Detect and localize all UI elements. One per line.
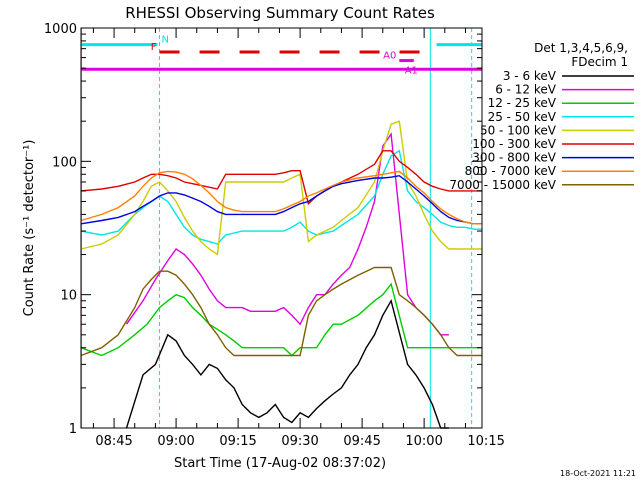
plot-frame <box>80 27 483 429</box>
x-tick-label-3: 09:30 <box>281 434 318 449</box>
y-axis-label: Count Rate (s⁻¹ detector⁻¹) <box>22 140 37 317</box>
series-line-1 <box>125 132 449 336</box>
legend-label-6: 300 - 800 keV <box>472 151 556 165</box>
legend-label-8: 7000 - 15000 keV <box>449 178 556 192</box>
x-tick-label-4: 09:45 <box>343 434 380 449</box>
legend-label-0: 3 - 6 keV <box>503 69 557 83</box>
legend-header-line-2: FDecim 1 <box>571 55 628 69</box>
x-tick-label-2: 09:15 <box>219 434 256 449</box>
x-tick-label-1: 09:00 <box>157 434 194 449</box>
series-line-2 <box>80 282 482 357</box>
legend-label-1: 6 - 12 keV <box>495 83 557 97</box>
flag-label-2: A0 <box>383 51 396 62</box>
y-tick-label-0: 1 <box>69 422 77 437</box>
series-line-6 <box>80 174 482 225</box>
x-axis-label: Start Time (17-Aug-02 08:37:02) <box>174 456 386 471</box>
series-line-7 <box>80 170 482 225</box>
legend-label-3: 25 - 50 keV <box>488 110 557 124</box>
series-line-3 <box>80 149 482 245</box>
y-tick-label-1: 10 <box>60 289 77 304</box>
flag-label-3: A1 <box>405 65 418 76</box>
legend-label-2: 12 - 25 keV <box>488 96 557 110</box>
y-tick-label-2: 100 <box>52 155 77 170</box>
series-line-0 <box>125 298 449 429</box>
timestamp: 18-Oct-2021 11:21 <box>560 469 636 478</box>
y-tick-label-3: 1000 <box>44 22 77 37</box>
x-tick-label-5: 10:00 <box>405 434 442 449</box>
chart-title: RHESSI Observing Summary Count Rates <box>125 4 435 22</box>
legend-header-line-1: Det 1,3,4,5,6,9, <box>534 41 628 55</box>
flag-label-0: N <box>162 35 169 46</box>
series-line-5 <box>80 150 482 206</box>
legend-label-7: 800 - 7000 keV <box>465 164 557 178</box>
legend-label-5: 100 - 300 keV <box>472 137 556 151</box>
x-tick-label-6: 10:15 <box>467 434 504 449</box>
series-line-8 <box>80 266 482 357</box>
flag-label-1: F <box>151 42 157 53</box>
legend-label-4: 50 - 100 keV <box>480 123 557 137</box>
x-tick-label-0: 08:45 <box>95 434 132 449</box>
